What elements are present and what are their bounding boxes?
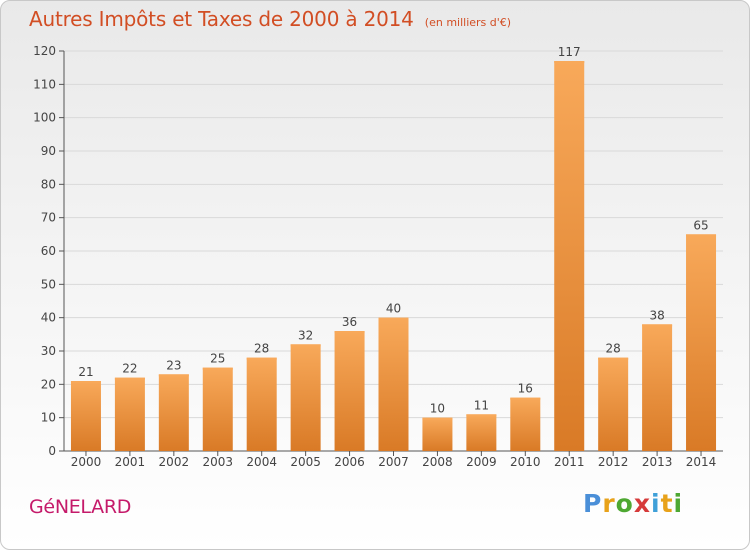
y-tick-label: 10 <box>41 411 56 425</box>
bar-2006 <box>334 331 365 451</box>
bar-2013 <box>642 324 673 451</box>
data-label-2004: 28 <box>254 342 269 356</box>
logo-letter: P <box>583 489 603 518</box>
chart-title: Autres Impôts et Taxes de 2000 à 2014 <box>29 7 414 31</box>
bar-2014 <box>686 234 717 451</box>
y-tick-label: 20 <box>41 377 56 391</box>
x-tick-label-2011: 2011 <box>554 455 585 469</box>
y-tick-label: 30 <box>41 344 56 358</box>
logo-letter: i <box>651 489 661 518</box>
y-tick-label: 120 <box>33 44 56 58</box>
data-label-2013: 38 <box>649 308 664 322</box>
x-tick-label-2002: 2002 <box>159 455 190 469</box>
y-tick-label: 60 <box>41 244 56 258</box>
bar-2003 <box>202 367 233 451</box>
y-tick-label: 110 <box>33 77 56 91</box>
bar-cap-2010 <box>510 397 541 400</box>
bar-2007 <box>378 317 409 451</box>
bar-2012 <box>598 357 629 451</box>
bar-cap-2013 <box>642 324 673 327</box>
x-tick-label-2010: 2010 <box>510 455 541 469</box>
bar-cap-2008 <box>422 417 453 420</box>
x-tick-label-2013: 2013 <box>642 455 673 469</box>
bar-cap-2007 <box>378 317 409 320</box>
logo-letter: o <box>615 489 634 518</box>
bar-cap-2009 <box>466 414 497 417</box>
bar-cap-2001 <box>114 377 145 380</box>
x-tick-label-2007: 2007 <box>378 455 409 469</box>
logo-letter: r <box>602 489 616 518</box>
bar-2005 <box>290 344 321 451</box>
bar-cap-2011 <box>554 61 585 63</box>
y-tick-label: 40 <box>41 311 56 325</box>
x-tick-label-2001: 2001 <box>115 455 146 469</box>
x-tick-label-2006: 2006 <box>334 455 365 469</box>
bar-2004 <box>246 357 277 451</box>
x-tick-label-2003: 2003 <box>202 455 233 469</box>
chart-subtitle: (en milliers d'€) <box>424 16 512 29</box>
data-label-2010: 16 <box>518 382 533 396</box>
y-tick-label: 90 <box>41 144 56 158</box>
data-label-2009: 11 <box>474 398 489 412</box>
bar-2001 <box>114 377 145 451</box>
labels: 0 10 20 30 40 50 60 70 80 90 100 110 120 21 2000 22 2001… <box>33 44 716 469</box>
bar-cap-2005 <box>290 344 321 347</box>
y-tick-label: 80 <box>41 177 56 191</box>
bars <box>70 61 717 451</box>
bar-cap-2002 <box>158 374 189 377</box>
data-label-2001: 22 <box>122 362 137 376</box>
y-tick-label: 50 <box>41 277 56 291</box>
x-tick-label-2005: 2005 <box>290 455 321 469</box>
bar-2011 <box>554 61 585 451</box>
data-label-2008: 10 <box>430 402 445 416</box>
bar-cap-2004 <box>246 357 277 360</box>
data-label-2014: 65 <box>693 218 708 232</box>
data-label-2012: 28 <box>606 342 621 356</box>
bar-cap-2003 <box>202 367 233 370</box>
chart-header: Autres Impôts et Taxes de 2000 à 2014 (e… <box>29 7 511 31</box>
bar-2010 <box>510 397 541 451</box>
data-label-2007: 40 <box>386 302 401 316</box>
bar-cap-2000 <box>70 381 101 383</box>
bar-cap-2006 <box>334 331 365 333</box>
y-tick-label: 0 <box>48 444 56 458</box>
proxiti-logo: Proxiti <box>583 489 683 518</box>
data-label-2000: 21 <box>78 365 93 379</box>
town-name: GéNELARD <box>29 496 132 518</box>
x-tick-label-2004: 2004 <box>246 455 277 469</box>
logo-letter: i <box>673 489 684 518</box>
x-tick-label-2014: 2014 <box>686 455 717 469</box>
bar-cap-2014 <box>686 234 717 237</box>
bar-2000 <box>70 381 101 451</box>
x-tick-label-2008: 2008 <box>422 455 453 469</box>
logo-letter: t <box>660 489 674 518</box>
bar-2008 <box>422 417 453 451</box>
data-label-2003: 25 <box>210 352 225 366</box>
x-tick-label-2000: 2000 <box>71 455 102 469</box>
logo-letter: x <box>633 489 651 518</box>
bar-cap-2012 <box>598 357 629 360</box>
data-label-2006: 36 <box>342 315 357 329</box>
bar-2002 <box>158 374 189 451</box>
bar-2009 <box>466 414 497 451</box>
x-tick-label-2009: 2009 <box>466 455 497 469</box>
data-label-2005: 32 <box>298 328 313 342</box>
x-tick-label-2012: 2012 <box>598 455 629 469</box>
y-tick-label: 100 <box>33 111 56 125</box>
y-tick-label: 70 <box>41 211 56 225</box>
data-label-2002: 23 <box>166 358 181 372</box>
data-label-2011: 117 <box>558 45 581 59</box>
